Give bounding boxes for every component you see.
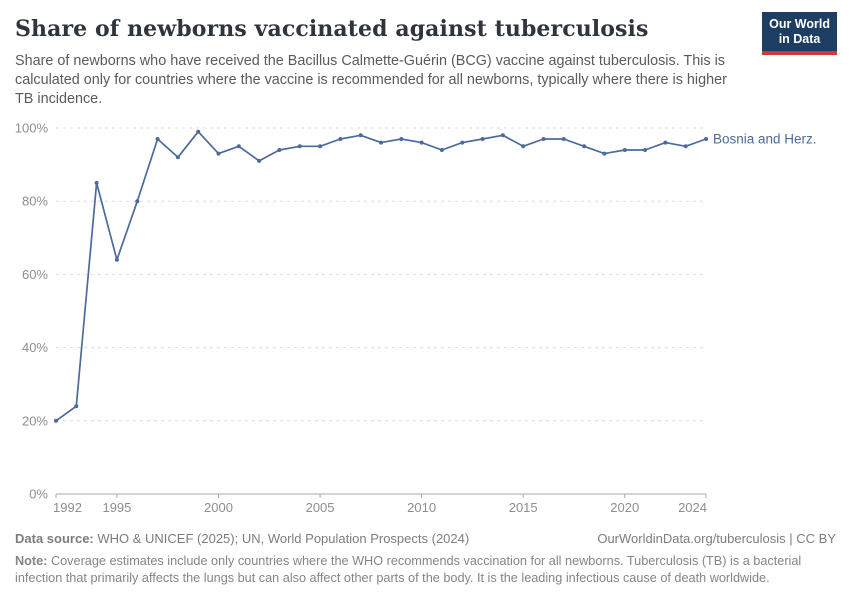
note-label: Note:	[15, 554, 48, 568]
data-point[interactable]	[114, 257, 119, 262]
data-point[interactable]	[94, 180, 99, 185]
chart-note: Note: Coverage estimates include only co…	[15, 553, 836, 586]
x-tick-label: 1995	[102, 500, 131, 515]
data-point[interactable]	[582, 144, 587, 149]
x-tick-label: 1992	[53, 500, 82, 515]
chart-footer: Data source: WHO & UNICEF (2025); UN, Wo…	[15, 531, 836, 586]
x-tick-label: 2000	[204, 500, 233, 515]
owid-logo-line2: in Data	[778, 32, 821, 47]
data-point[interactable]	[683, 144, 688, 149]
data-point[interactable]	[236, 144, 241, 149]
data-point[interactable]	[480, 137, 485, 141]
data-source-label: Data source:	[15, 531, 94, 546]
data-point[interactable]	[622, 148, 627, 152]
data-point[interactable]	[135, 199, 140, 204]
chart-subtitle: Share of newborns who have received the …	[15, 53, 727, 108]
y-tick-label: 60%	[22, 267, 48, 282]
x-tick-label: 2015	[509, 500, 538, 515]
data-point[interactable]	[541, 137, 546, 141]
y-tick-label: 40%	[22, 340, 48, 355]
page-title: Share of newborns vaccinated against tub…	[15, 16, 649, 42]
note-text: Coverage estimates include only countrie…	[15, 554, 802, 585]
data-source: Data source: WHO & UNICEF (2025); UN, Wo…	[15, 531, 469, 546]
data-point[interactable]	[196, 129, 201, 134]
data-point[interactable]	[643, 148, 648, 152]
data-point[interactable]	[175, 155, 180, 160]
x-tick-label: 2010	[407, 500, 436, 515]
data-point[interactable]	[358, 133, 363, 138]
y-tick-label: 0%	[29, 487, 48, 502]
data-point[interactable]	[155, 137, 160, 141]
data-point[interactable]	[439, 148, 444, 152]
license-link[interactable]: OurWorldinData.org/tuberculosis | CC BY	[597, 531, 836, 546]
data-point[interactable]	[419, 140, 424, 145]
x-tick-label: 2020	[610, 500, 639, 515]
data-point[interactable]	[561, 137, 566, 141]
data-point[interactable]	[379, 140, 383, 145]
owid-logo-line1: Our World	[769, 17, 830, 31]
data-point[interactable]	[54, 418, 58, 423]
data-point[interactable]	[297, 144, 302, 149]
data-point[interactable]	[704, 137, 708, 141]
series-end-label: Bosnia and Herz.	[713, 131, 817, 146]
data-point[interactable]	[216, 151, 221, 156]
data-point[interactable]	[460, 140, 465, 145]
x-tick-label: 2005	[306, 500, 335, 515]
y-tick-label: 80%	[22, 194, 48, 209]
data-point[interactable]	[277, 148, 282, 152]
y-tick-label: 20%	[22, 413, 48, 428]
data-point[interactable]	[338, 137, 343, 141]
data-point[interactable]	[318, 144, 323, 149]
data-point[interactable]	[74, 404, 79, 409]
y-tick-label: 100%	[15, 121, 49, 136]
line-chart: 0% 20% 40% 60% 80% 100% 1992 1995 2000 2005 2010 20…	[15, 121, 817, 516]
data-point[interactable]	[399, 137, 404, 141]
data-point[interactable]	[663, 140, 668, 145]
data-point[interactable]	[521, 144, 526, 149]
chart-header: Share of newborns vaccinated against tub…	[0, 0, 850, 109]
x-tick-label: 2024	[678, 500, 707, 515]
data-source-text: WHO & UNICEF (2025); UN, World Populatio…	[93, 531, 470, 546]
data-point[interactable]	[257, 158, 262, 163]
data-point[interactable]	[500, 133, 505, 138]
data-line[interactable]	[55, 130, 707, 422]
data-point[interactable]	[602, 151, 607, 156]
owid-logo[interactable]: Our World in Data	[762, 12, 837, 55]
